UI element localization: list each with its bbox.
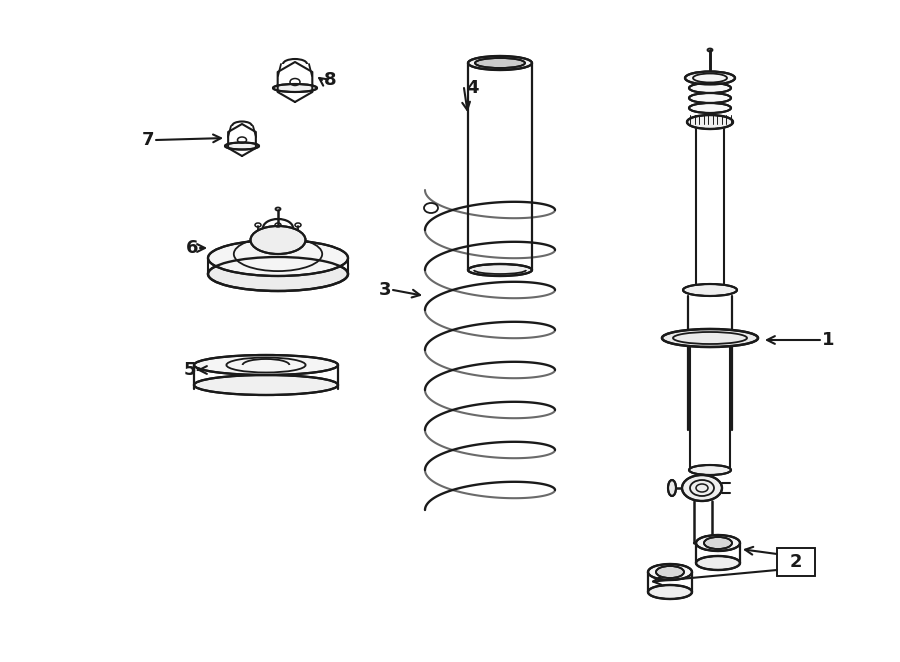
Ellipse shape (648, 585, 692, 599)
Text: 8: 8 (324, 71, 337, 89)
Ellipse shape (704, 537, 732, 549)
Ellipse shape (696, 556, 740, 570)
Ellipse shape (273, 84, 317, 92)
Bar (777, 548, 815, 576)
Ellipse shape (194, 375, 338, 395)
Ellipse shape (689, 93, 731, 103)
Ellipse shape (689, 83, 731, 93)
Text: 6: 6 (185, 239, 198, 257)
Text: 4: 4 (466, 79, 478, 97)
Ellipse shape (682, 475, 722, 501)
Bar (777, 548, 815, 576)
Text: 7: 7 (142, 131, 154, 149)
Ellipse shape (689, 103, 731, 113)
Text: 3: 3 (379, 281, 392, 299)
Ellipse shape (208, 257, 348, 291)
Ellipse shape (250, 226, 305, 254)
Ellipse shape (475, 58, 525, 68)
Ellipse shape (662, 329, 758, 347)
Ellipse shape (656, 566, 684, 578)
Ellipse shape (648, 564, 692, 580)
Text: 1: 1 (822, 331, 834, 349)
Ellipse shape (696, 535, 740, 551)
Ellipse shape (689, 465, 731, 475)
Ellipse shape (468, 56, 532, 70)
Text: 5: 5 (184, 361, 196, 379)
Ellipse shape (683, 284, 737, 296)
Ellipse shape (225, 142, 259, 150)
Text: 2: 2 (790, 553, 802, 571)
Ellipse shape (468, 264, 532, 276)
Ellipse shape (668, 480, 676, 496)
Ellipse shape (194, 355, 338, 375)
Ellipse shape (208, 240, 348, 276)
Ellipse shape (687, 115, 733, 129)
Ellipse shape (685, 71, 735, 85)
